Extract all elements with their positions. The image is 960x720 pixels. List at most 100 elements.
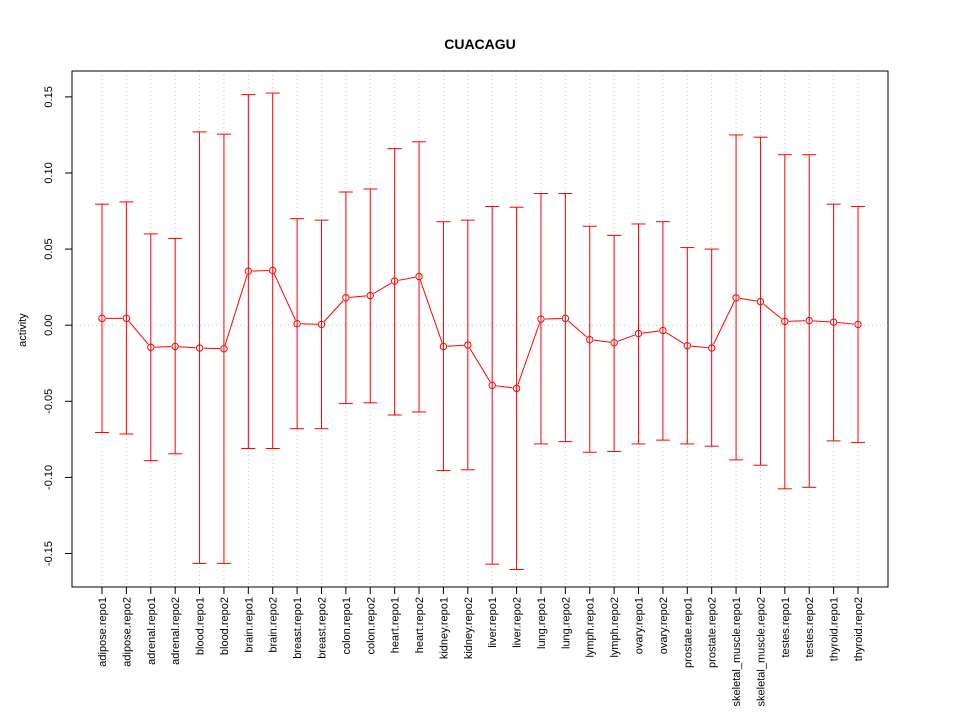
y-tick-label: 0.10 <box>43 162 55 183</box>
x-tick-label: thyroid.repo2 <box>853 597 865 661</box>
data-point <box>244 267 253 275</box>
plot-frame <box>71 70 889 588</box>
x-tick-label: liver.repo1 <box>487 597 499 648</box>
y-tick-label: 0.15 <box>43 86 55 107</box>
x-tick-label: skeletal_muscle.repo1 <box>731 597 743 706</box>
x-tick-label: adrenal.repo1 <box>146 597 158 665</box>
data-point <box>707 344 716 352</box>
series-line-segment <box>568 320 588 338</box>
series-line-segment <box>712 301 735 345</box>
data-point <box>537 315 545 323</box>
series-line-segment <box>544 317 562 320</box>
x-tick-label: adipose.repo2 <box>121 597 133 667</box>
series-line-segment <box>398 276 416 281</box>
data-point <box>293 319 301 328</box>
series-line-segment <box>224 274 248 346</box>
data-point <box>634 329 643 338</box>
data-point <box>390 277 399 285</box>
x-tick-label: testes.repo2 <box>804 597 816 658</box>
x-tick-label: heart.repo1 <box>390 597 402 653</box>
data-point <box>805 316 813 325</box>
data-point <box>220 345 228 353</box>
series-line-segment <box>469 348 491 383</box>
y-tick-label: 0.00 <box>43 314 55 335</box>
x-tick-label: ovary.repo2 <box>658 597 670 654</box>
series-line-segment <box>763 303 783 320</box>
x-tick-label: lung.repo1 <box>536 597 548 649</box>
series-line-segment <box>203 347 220 350</box>
chart-title: CUACAGU <box>444 36 516 52</box>
data-point <box>464 341 472 349</box>
x-tick-label: brain.repo2 <box>268 597 280 653</box>
x-tick-label: lymph.repo2 <box>609 597 621 658</box>
data-point <box>756 297 765 306</box>
y-axis-label: activity <box>17 313 29 347</box>
y-tick-label: -0.05 <box>43 389 55 414</box>
y-tick-label: -0.15 <box>43 541 55 566</box>
series-line-segment <box>691 345 708 349</box>
x-tick-label: blood.repo1 <box>195 597 207 655</box>
x-tick-label: lymph.repo1 <box>585 597 597 658</box>
series-line-segment <box>323 300 344 322</box>
series-line-segment <box>813 320 830 323</box>
series-line-segment <box>349 295 367 298</box>
series-line-segment <box>496 385 513 389</box>
series-line-segment <box>739 297 757 302</box>
x-tick-label: heart.repo2 <box>414 597 426 653</box>
x-tick-label: liver.repo2 <box>512 597 524 648</box>
data-point <box>171 342 179 351</box>
x-tick-label: blood.repo2 <box>219 597 231 655</box>
x-tick-label: kidney.repo1 <box>438 597 450 659</box>
data-point <box>98 314 106 323</box>
x-tick-label: adrenal.repo2 <box>170 597 182 665</box>
x-tick-label: brain.repo1 <box>243 597 255 653</box>
series-line-segment <box>179 346 196 349</box>
series-line-segment <box>273 273 296 321</box>
axes: -0.15 -0.10 -0.05 0.00 0.05 0.10 0.15 adipose.r… <box>43 86 865 706</box>
data-point <box>610 338 618 347</box>
data-point <box>122 314 131 323</box>
data-point <box>147 343 155 351</box>
x-tick-label: breast.repo1 <box>292 597 304 659</box>
series-line-segment <box>373 282 392 294</box>
series-line-segment <box>666 332 685 345</box>
x-tick-label: prostate.repo1 <box>682 597 694 668</box>
data-point <box>342 294 350 302</box>
series-line-segment <box>154 346 172 348</box>
data-point <box>586 335 594 344</box>
x-tick-label: thyroid.repo1 <box>829 597 841 661</box>
data-point <box>683 342 691 350</box>
data-point <box>854 320 862 329</box>
data-point <box>512 384 521 393</box>
x-tick-label: kidney.repo2 <box>463 597 475 659</box>
data-point <box>829 318 838 326</box>
data-point <box>439 342 448 351</box>
x-tick-label: adipose.repo1 <box>97 597 109 667</box>
x-tick-label: prostate.repo2 <box>707 597 719 668</box>
series-line-segment <box>419 280 443 343</box>
data-point <box>488 381 496 390</box>
data-point <box>732 294 740 302</box>
x-tick-label: colon.repo1 <box>341 597 353 655</box>
grid-lines <box>72 71 888 587</box>
x-tick-label: ovary.repo1 <box>634 597 646 654</box>
series-line-segment <box>837 322 855 325</box>
x-tick-label: colon.repo2 <box>365 597 377 655</box>
series-line-segment <box>301 323 318 325</box>
plot-area <box>95 92 865 570</box>
y-tick-label: 0.05 <box>43 238 55 259</box>
series-line-segment <box>788 320 806 322</box>
y-tick-label: -0.10 <box>43 465 55 490</box>
x-tick-label: testes.repo1 <box>780 597 792 658</box>
data-point <box>317 320 326 329</box>
series-line-segment <box>593 339 611 343</box>
series-line-segment <box>642 330 659 334</box>
x-tick-label: lung.repo2 <box>560 597 572 649</box>
x-tick-label: skeletal_muscle.repo2 <box>755 597 767 706</box>
data-point <box>659 326 667 335</box>
data-point <box>561 314 570 323</box>
series-line-segment <box>617 334 635 342</box>
data-point <box>366 291 374 300</box>
series-line-segment <box>447 344 464 347</box>
